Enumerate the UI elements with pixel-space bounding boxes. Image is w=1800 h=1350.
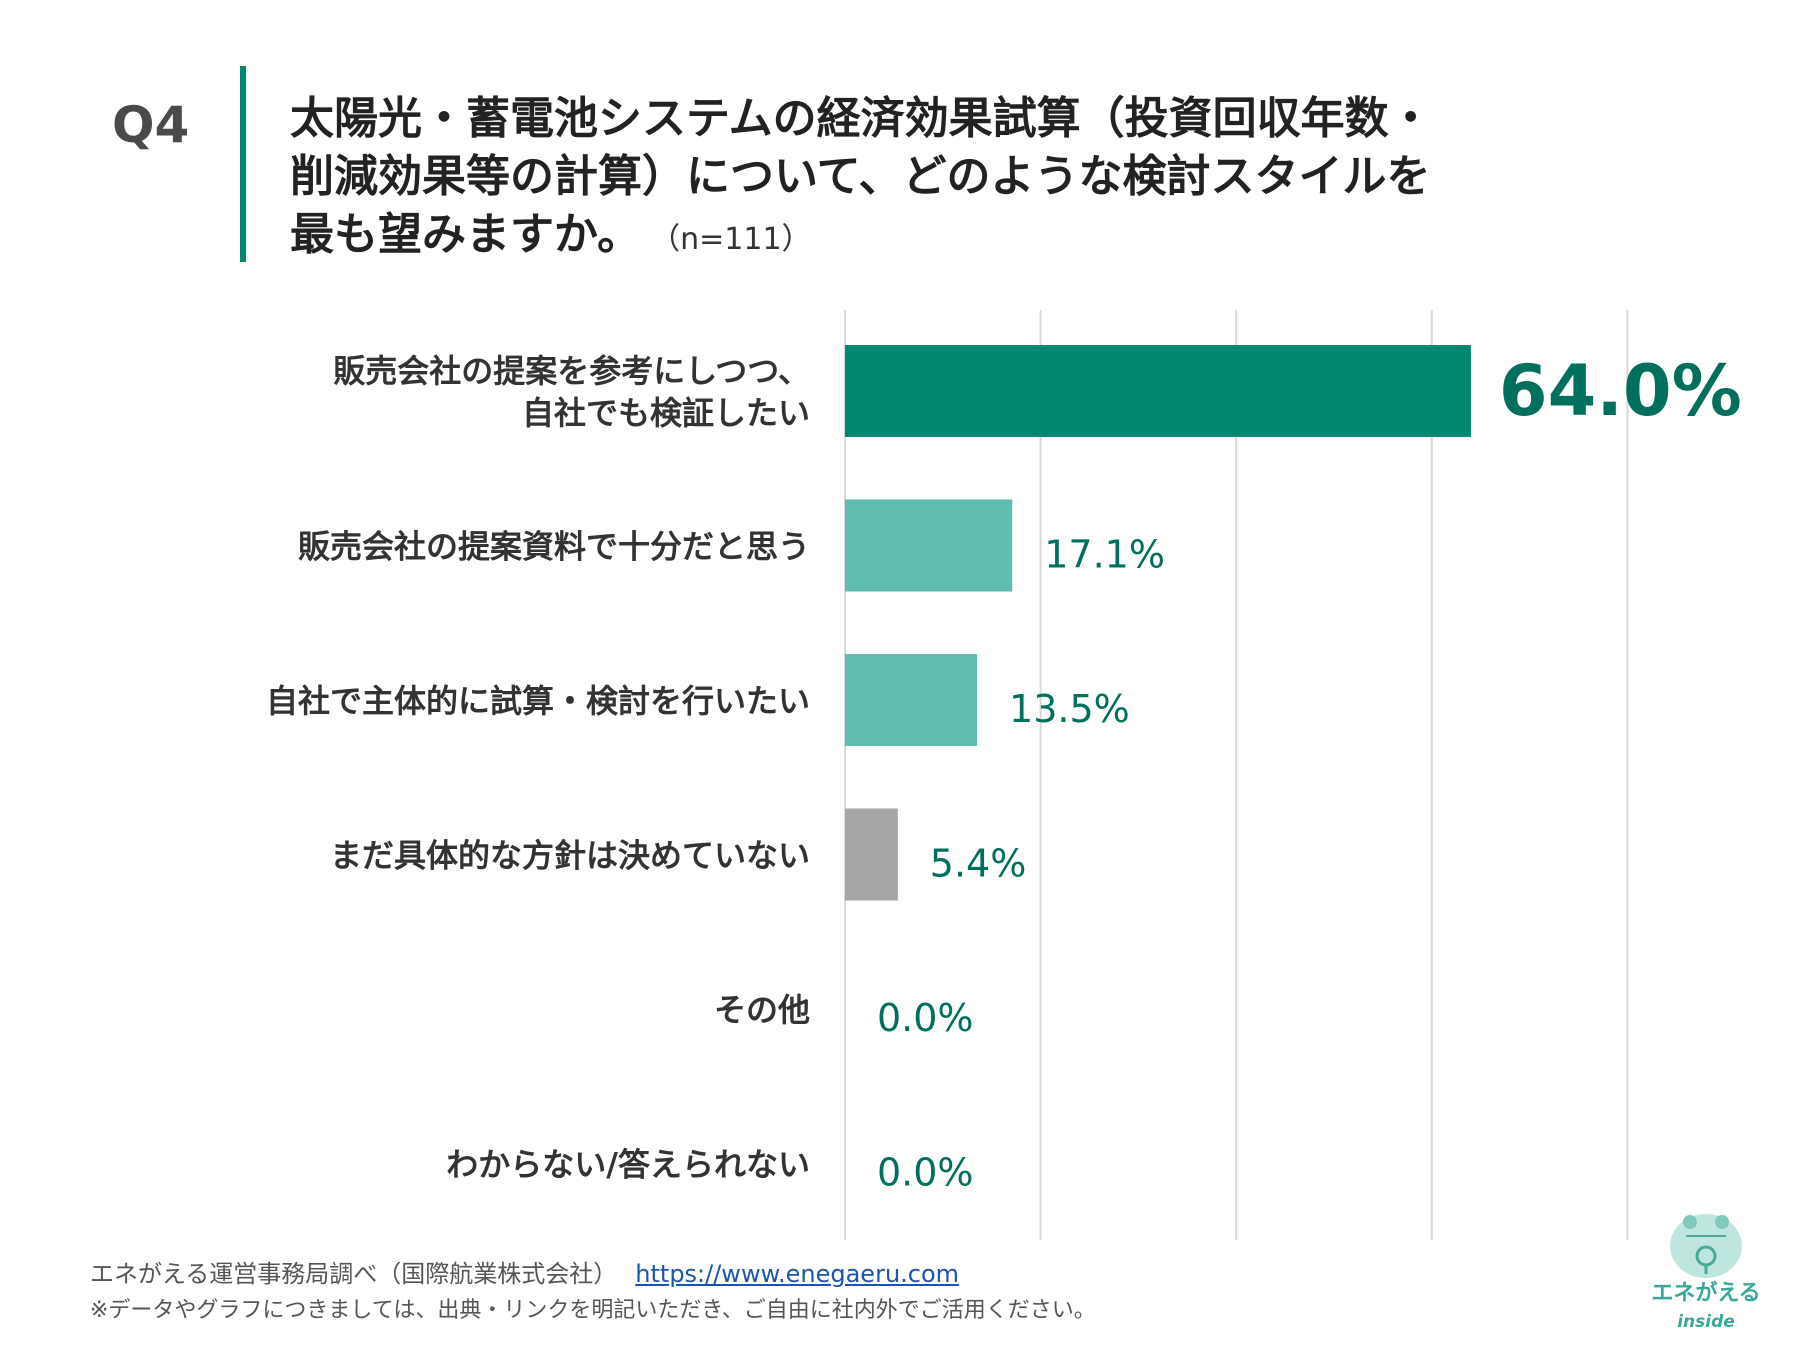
category-label: 自社で主体的に試算・検討を行いたい	[266, 682, 810, 720]
question-accent-bar	[240, 66, 246, 262]
category-label: まだ具体的な方針は決めていない	[330, 837, 810, 875]
bar	[845, 345, 1471, 437]
category-label: 自社でも検証したい	[522, 394, 810, 432]
logo-text: エネがえる inside	[1636, 1280, 1776, 1336]
enegaeru-logo-icon	[1670, 1214, 1742, 1278]
question-title: 太陽光・蓄電池システムの経済効果試算（投資回収年数・ 削減効果等の計算）について…	[290, 90, 1670, 269]
category-label: その他	[714, 991, 810, 1029]
category-label: 販売会社の提案資料で十分だと思う	[298, 528, 810, 566]
question-title-line-3-text: 最も望みますか。	[290, 209, 642, 260]
value-label: 5.4%	[930, 842, 1027, 886]
bar	[845, 654, 978, 746]
value-label: 64.0%	[1499, 350, 1742, 432]
footer-note: ※データやグラフにつきましては、出典・リンクを明記いただき、ご自由に社内外でご活…	[90, 1298, 1096, 1323]
value-label: 0.0%	[877, 1151, 974, 1195]
question-number: Q4	[112, 96, 190, 154]
question-title-line-2: 削減効果等の計算）について、どのような検討スタイルを	[290, 151, 1431, 202]
question-title-line-1: 太陽光・蓄電池システムの経済効果試算（投資回収年数・	[290, 93, 1433, 144]
question-title-line-3: 最も望みますか。 （n=111）	[290, 206, 1670, 269]
bar-chart: 販売会社の提案を参考にしつつ、自社でも検証したい 64.0% 販売会社の提案資料で十…	[266, 310, 1742, 1240]
value-label: 0.0%	[877, 996, 974, 1040]
category-label: 販売会社の提案を参考にしつつ、	[333, 352, 810, 390]
sample-size: （n=111）	[665, 222, 812, 257]
footer-source: エネがえる運営事務局調べ（国際航業株式会社） https://www.enegae…	[90, 1254, 959, 1289]
value-label: 13.5%	[1009, 687, 1130, 731]
value-label: 17.1%	[1044, 533, 1165, 577]
logo-name: エネがえる	[1651, 1281, 1761, 1306]
logo-sub: inside	[1677, 1312, 1735, 1332]
bar	[845, 808, 898, 901]
category-label: わからない/答えられない	[446, 1146, 810, 1184]
bar	[845, 499, 1013, 592]
footer-link[interactable]: https://www.enegaeru.com	[635, 1260, 960, 1288]
footer-source-text: エネがえる運営事務局調べ（国際航業株式会社）	[90, 1260, 618, 1288]
